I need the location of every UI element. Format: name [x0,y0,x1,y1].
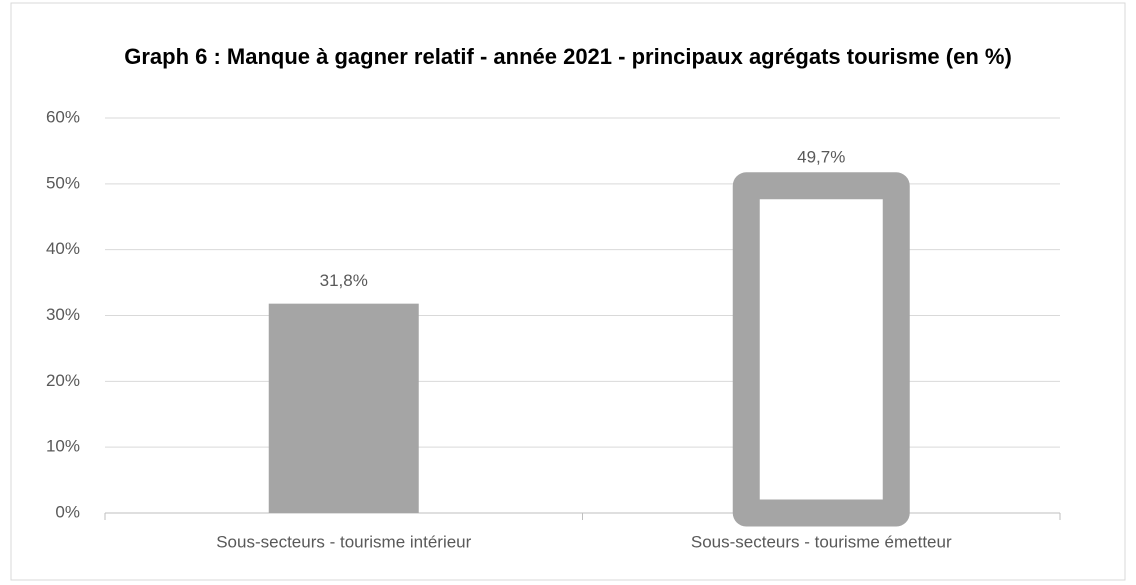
y-tick-label: 60% [46,107,80,126]
y-tick-label: 30% [46,305,80,324]
data-label: 31,8% [320,271,368,290]
y-tick-label: 10% [46,437,80,456]
y-tick-label: 40% [46,239,80,258]
chart-frame [10,2,1126,581]
chart-title: Graph 6 : Manque à gagner relatif - anné… [124,44,1012,69]
bar [732,172,910,527]
y-tick-label: 50% [46,173,80,192]
data-label: 49,7% [797,147,845,166]
y-tick-label: 0% [55,502,80,521]
x-tick-label: Sous-secteurs - tourisme émetteur [691,532,952,551]
y-tick-label: 20% [46,371,80,390]
x-tick-label: Sous-secteurs - tourisme intérieur [216,532,471,551]
bar [268,303,419,513]
